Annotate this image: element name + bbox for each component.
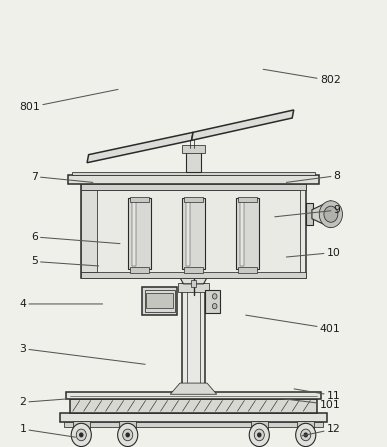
Text: 9: 9 [275,205,341,217]
Bar [60,413,327,422]
Bar [191,280,196,287]
Text: 101: 101 [283,399,341,409]
Bar [145,290,175,312]
Bar [146,293,173,308]
Bar [73,421,90,429]
Bar [81,184,306,190]
Bar [87,190,300,273]
Bar [68,175,319,184]
Bar [81,272,306,278]
Bar [142,287,177,315]
Text: 801: 801 [19,89,118,112]
Text: 2: 2 [19,397,70,407]
Text: 5: 5 [31,257,99,266]
Bar [70,399,317,413]
Circle shape [126,433,129,437]
Bar [238,197,257,202]
Circle shape [254,429,264,441]
Circle shape [258,433,261,437]
Text: 802: 802 [263,69,341,85]
Bar [130,267,149,273]
Bar [236,198,259,269]
Bar [182,284,205,392]
Bar [251,421,268,429]
Text: 10: 10 [286,248,341,257]
Polygon shape [312,201,331,228]
Circle shape [319,201,342,228]
Bar [182,198,205,269]
Polygon shape [170,383,217,394]
Circle shape [71,423,91,447]
Circle shape [123,429,133,441]
Bar [186,201,190,266]
Circle shape [304,433,307,437]
Polygon shape [192,110,294,140]
Bar [64,422,323,427]
Bar [205,290,220,313]
Circle shape [249,423,269,447]
Text: 1: 1 [19,424,75,437]
Text: 7: 7 [31,172,93,182]
Bar [81,184,306,278]
Text: 401: 401 [246,315,341,333]
Bar [238,267,257,273]
Text: 6: 6 [31,232,120,244]
Bar [306,203,313,225]
Bar [184,267,203,273]
Text: 11: 11 [294,389,341,401]
Bar [130,197,149,202]
Bar [297,421,314,429]
Text: 3: 3 [19,344,145,364]
Bar [240,201,244,266]
Circle shape [324,206,338,222]
Bar [184,197,203,202]
Text: 8: 8 [286,171,341,182]
Bar [119,421,136,429]
Bar [66,392,321,399]
Circle shape [76,429,86,441]
Circle shape [212,304,217,309]
Circle shape [212,294,217,299]
Bar [178,283,209,292]
Bar [182,145,205,153]
Bar [72,172,315,175]
Text: 12: 12 [302,424,341,436]
Circle shape [301,429,311,441]
Bar [132,201,136,266]
Text: 4: 4 [19,299,103,309]
Bar [81,190,97,272]
Bar [128,198,151,269]
Bar [186,148,201,172]
Circle shape [80,433,83,437]
Polygon shape [176,270,211,284]
Polygon shape [87,132,193,163]
Circle shape [118,423,138,447]
Circle shape [296,423,316,447]
